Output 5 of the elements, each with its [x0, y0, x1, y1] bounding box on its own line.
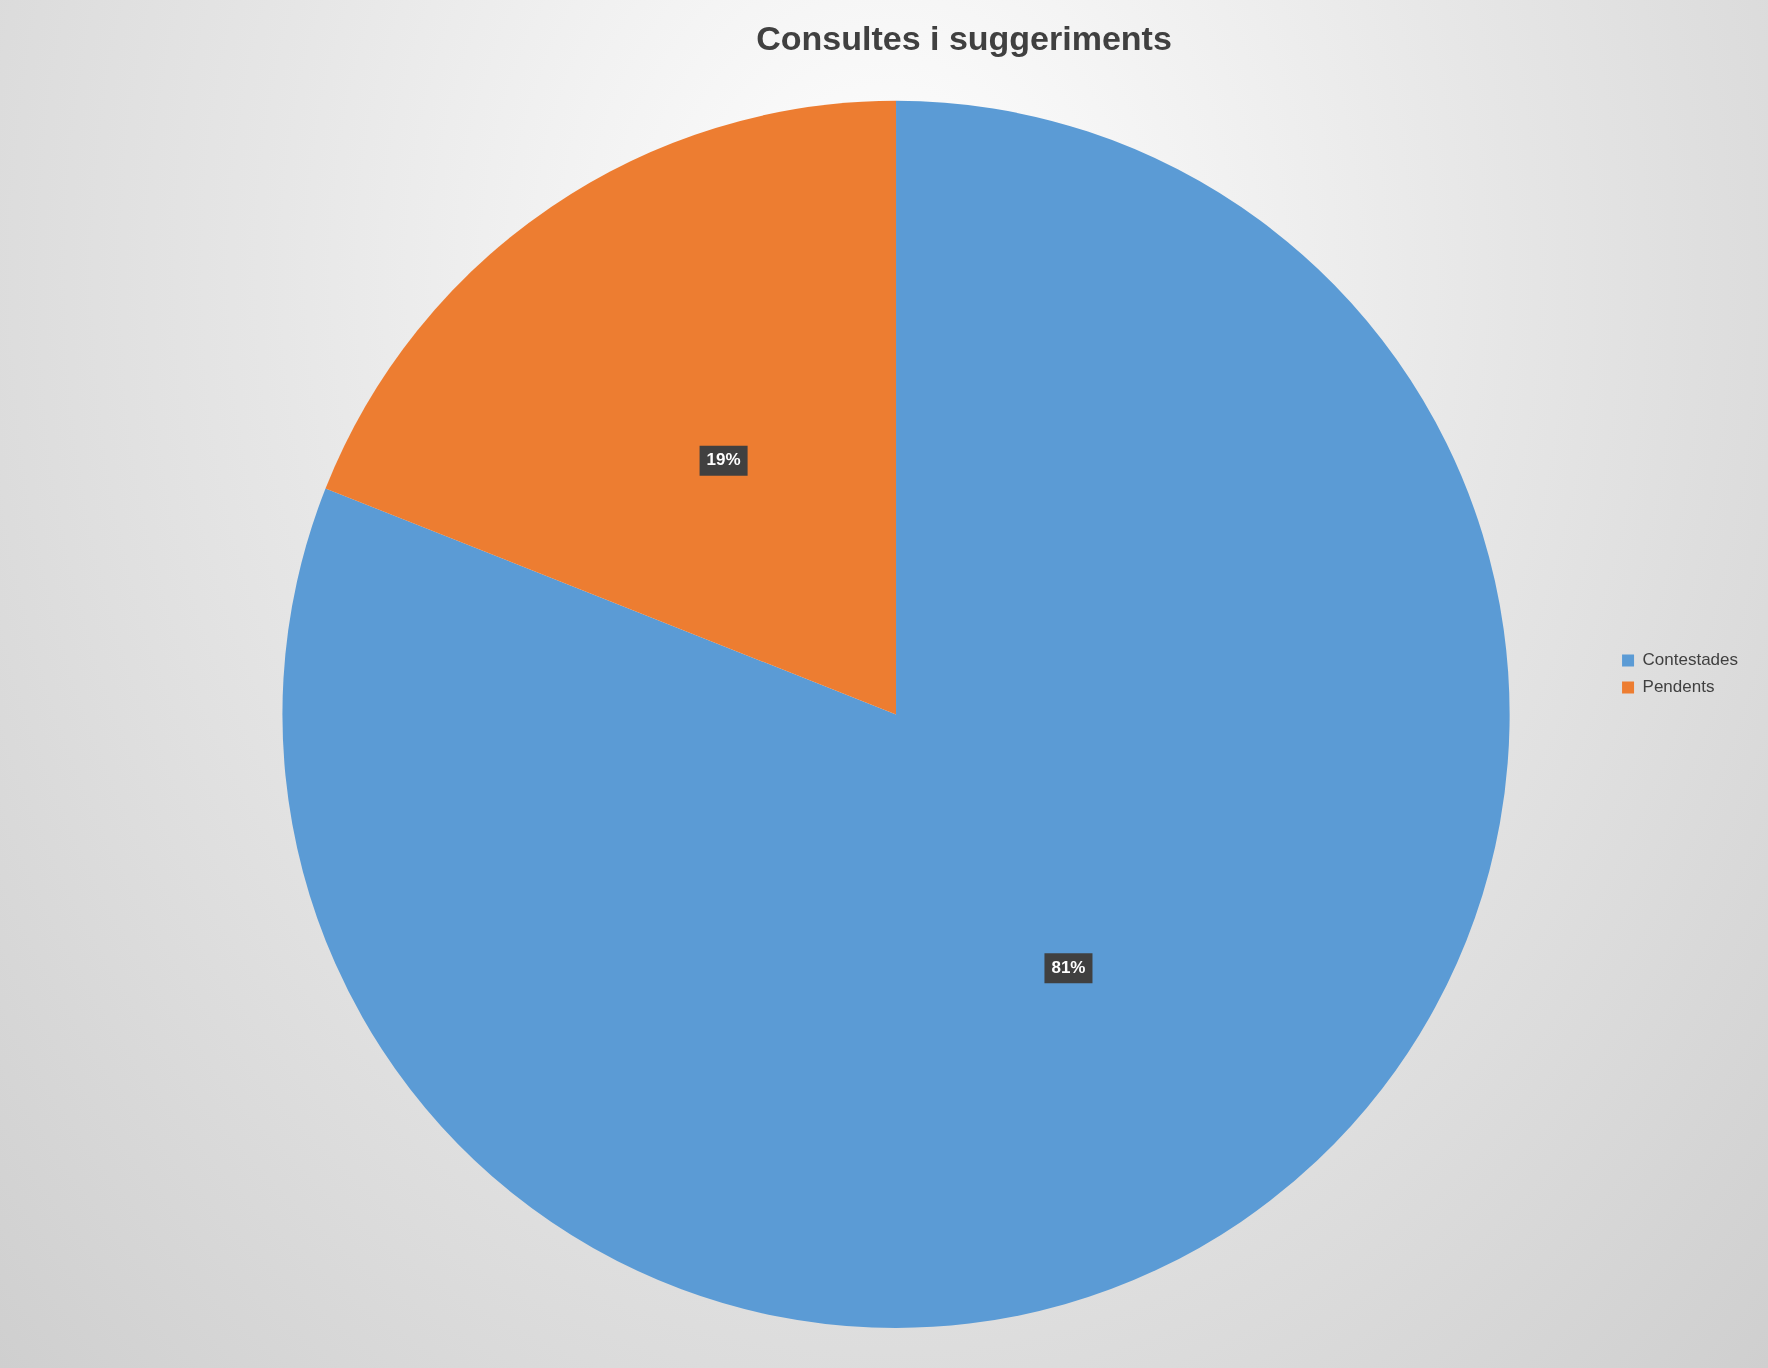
data-label: 81% — [1051, 957, 1086, 977]
chart-title: Consultes i suggeriments — [756, 18, 1172, 57]
legend-label: Pendents — [1642, 677, 1715, 697]
data-label: 19% — [706, 450, 741, 470]
legend-label: Contestades — [1642, 650, 1738, 670]
